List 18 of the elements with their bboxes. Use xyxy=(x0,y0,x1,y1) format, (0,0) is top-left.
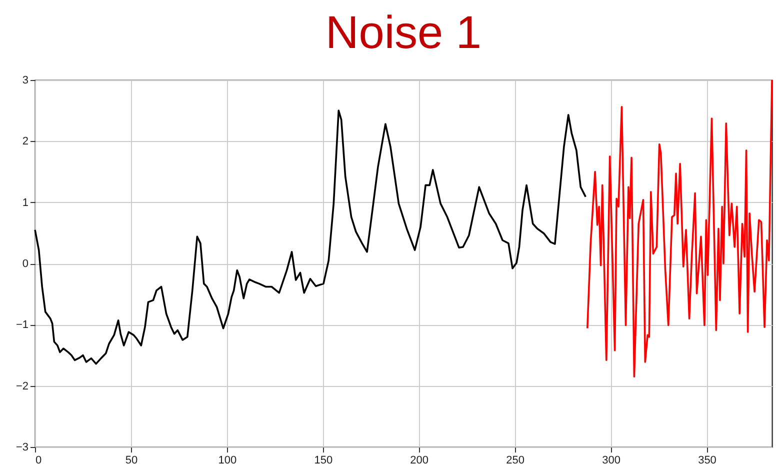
line-series xyxy=(34,110,587,365)
line-series xyxy=(586,79,773,378)
y-tick-label: 2 xyxy=(22,136,28,148)
x-tick-label: 350 xyxy=(698,454,716,466)
y-tick-label: 3 xyxy=(22,74,28,86)
chart-title: Noise 1 xyxy=(326,6,482,58)
x-tick-label: 300 xyxy=(602,454,620,466)
x-tick-label: 50 xyxy=(125,454,138,466)
y-tick-label: −1 xyxy=(16,319,28,332)
y-tick-label: −3 xyxy=(16,442,28,454)
x-tick-label: 200 xyxy=(410,454,429,466)
x-tick-label: 150 xyxy=(314,454,333,466)
x-tick-label: 100 xyxy=(218,454,237,466)
x-tick-label: 250 xyxy=(506,454,524,466)
y-tick-label: −2 xyxy=(16,380,28,392)
y-tick-label: 1 xyxy=(22,196,28,209)
y-tick-label: 0 xyxy=(22,258,28,270)
x-tick-label: 0 xyxy=(36,454,42,466)
